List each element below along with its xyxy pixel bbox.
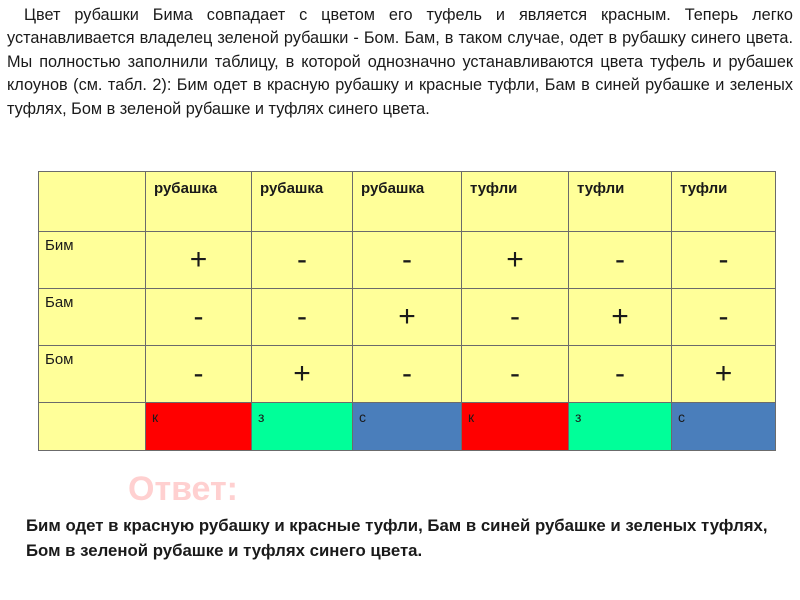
mark-cell: - [568,345,672,403]
color-cell-red: к [145,402,252,451]
mark-cell: - [568,231,672,289]
mark-cell: - [251,288,353,346]
mark-cell: - [145,288,252,346]
color-row: к з с к з с [38,402,776,451]
table-row: Бам - - + - + - [38,288,776,346]
table-row: Бом - + - - - + [38,345,776,403]
header-cell: туфли [461,171,569,232]
mark-cell: + [251,345,353,403]
row-label: Бом [38,345,146,403]
header-cell: рубашка [145,171,252,232]
color-row-label [38,402,146,451]
mark-cell: + [352,288,462,346]
header-cell: рубашка [352,171,462,232]
mark-cell: - [461,345,569,403]
table-row: Бим + - - + - - [38,231,776,289]
clowns-table: рубашка рубашка рубашка туфли туфли туфл… [38,171,776,451]
mark-cell: + [671,345,776,403]
color-cell-blue: с [671,402,776,451]
answer-title: Ответ: [128,470,238,508]
mark-cell: - [352,345,462,403]
mark-cell: + [568,288,672,346]
color-cell-red: к [461,402,569,451]
mark-cell: - [461,288,569,346]
color-cell-green: з [568,402,672,451]
header-row: рубашка рубашка рубашка туфли туфли туфл… [38,171,776,232]
mark-cell: - [145,345,252,403]
row-label: Бам [38,288,146,346]
mark-cell: + [145,231,252,289]
corner-cell [38,171,146,232]
row-label: Бим [38,231,146,289]
color-cell-green: з [251,402,353,451]
mark-cell: - [671,288,776,346]
header-cell: туфли [671,171,776,232]
mark-cell: - [251,231,353,289]
intro-paragraph: Цвет рубашки Бима совпадает с цветом его… [7,6,793,118]
answer-text: Бим одет в красную рубашку и красные туф… [26,516,768,560]
header-cell: туфли [568,171,672,232]
mark-cell: - [352,231,462,289]
mark-cell: - [671,231,776,289]
mark-cell: + [461,231,569,289]
color-cell-blue: с [352,402,462,451]
header-cell: рубашка [251,171,353,232]
